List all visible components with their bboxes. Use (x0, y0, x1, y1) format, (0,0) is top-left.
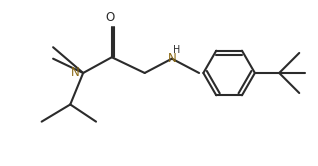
Text: N: N (71, 66, 80, 80)
Text: N: N (168, 52, 176, 65)
Text: H: H (173, 45, 181, 55)
Text: O: O (106, 11, 115, 24)
